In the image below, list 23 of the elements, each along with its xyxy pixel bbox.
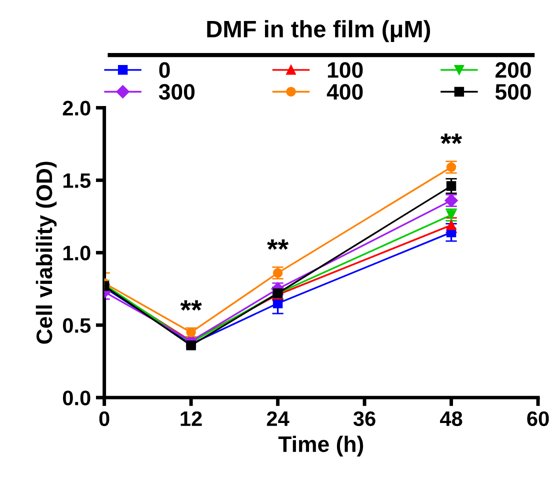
- legend-label: 0: [159, 62, 170, 78]
- x-tick-label: 60: [527, 411, 549, 426]
- x-tick-label: 24: [266, 411, 290, 426]
- x-tick-label: 48: [440, 411, 462, 426]
- annotation: **: [180, 300, 202, 311]
- legend-label: 300: [158, 84, 195, 100]
- x-axis-title: Time (h): [278, 436, 364, 456]
- y-tick-label: 0.5: [62, 318, 91, 333]
- y-tick-label: 2.0: [62, 100, 90, 116]
- y-tick-label: 0.0: [62, 390, 90, 406]
- y-tick-label: 1.0: [63, 246, 90, 260]
- legend-label: 500: [495, 84, 531, 100]
- y-axis-title: Cell viability (OD): [36, 162, 57, 344]
- annotation: **: [440, 134, 462, 144]
- legend-label: 400: [326, 84, 363, 100]
- annotation: **: [267, 239, 289, 250]
- x-tick-label: 36: [353, 411, 376, 426]
- legend-title: DMF in the film (μM): [207, 20, 430, 42]
- x-tick-label: 0: [99, 411, 110, 426]
- y-tick-label: 1.5: [63, 173, 91, 188]
- legend-label: 200: [496, 62, 531, 78]
- x-tick-label: 12: [180, 411, 202, 426]
- legend-label: 100: [328, 62, 363, 78]
